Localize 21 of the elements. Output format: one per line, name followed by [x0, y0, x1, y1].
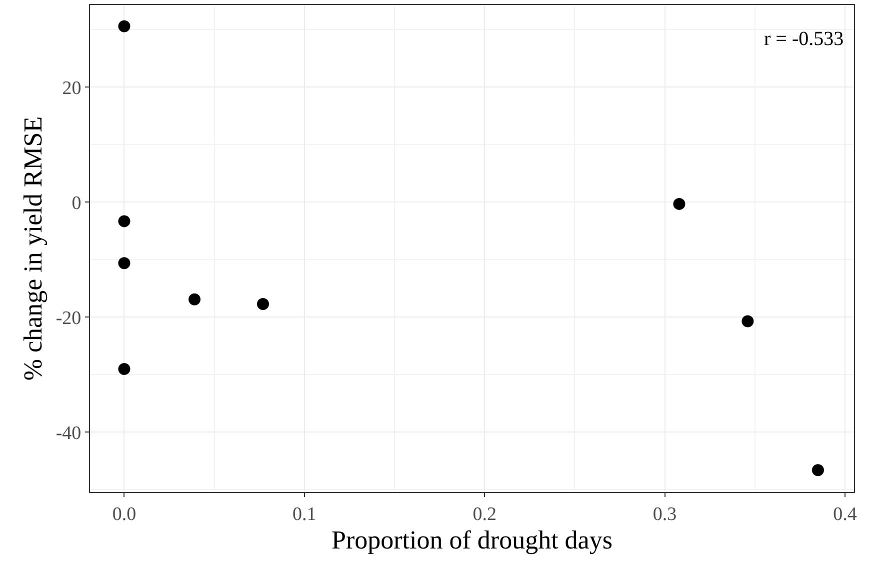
y-tick-label: 20: [62, 78, 82, 99]
x-tick-label: 0.1: [292, 504, 316, 525]
point: [118, 362, 130, 375]
x-axis-title: Proportion of drought days: [332, 526, 612, 554]
y-tick-label: -40: [56, 422, 82, 444]
point: [812, 464, 824, 476]
y-tick-label: -20: [56, 308, 82, 329]
point: [673, 198, 686, 210]
x-tick-label: 0.2: [472, 504, 496, 525]
x-tick-label: 0.3: [652, 504, 677, 525]
point: [742, 315, 754, 328]
y-tick-label: 0: [72, 192, 82, 214]
y-axis-title: % change in yield RMSE: [18, 116, 48, 381]
x-tick-label: 0.4: [833, 504, 858, 525]
point: [188, 293, 201, 306]
point: [118, 257, 130, 270]
annotation: r = -0.533: [764, 28, 844, 50]
point: [118, 215, 130, 228]
point: [118, 20, 130, 32]
point: [256, 298, 269, 310]
x-tick-label: 0.0: [112, 504, 136, 525]
